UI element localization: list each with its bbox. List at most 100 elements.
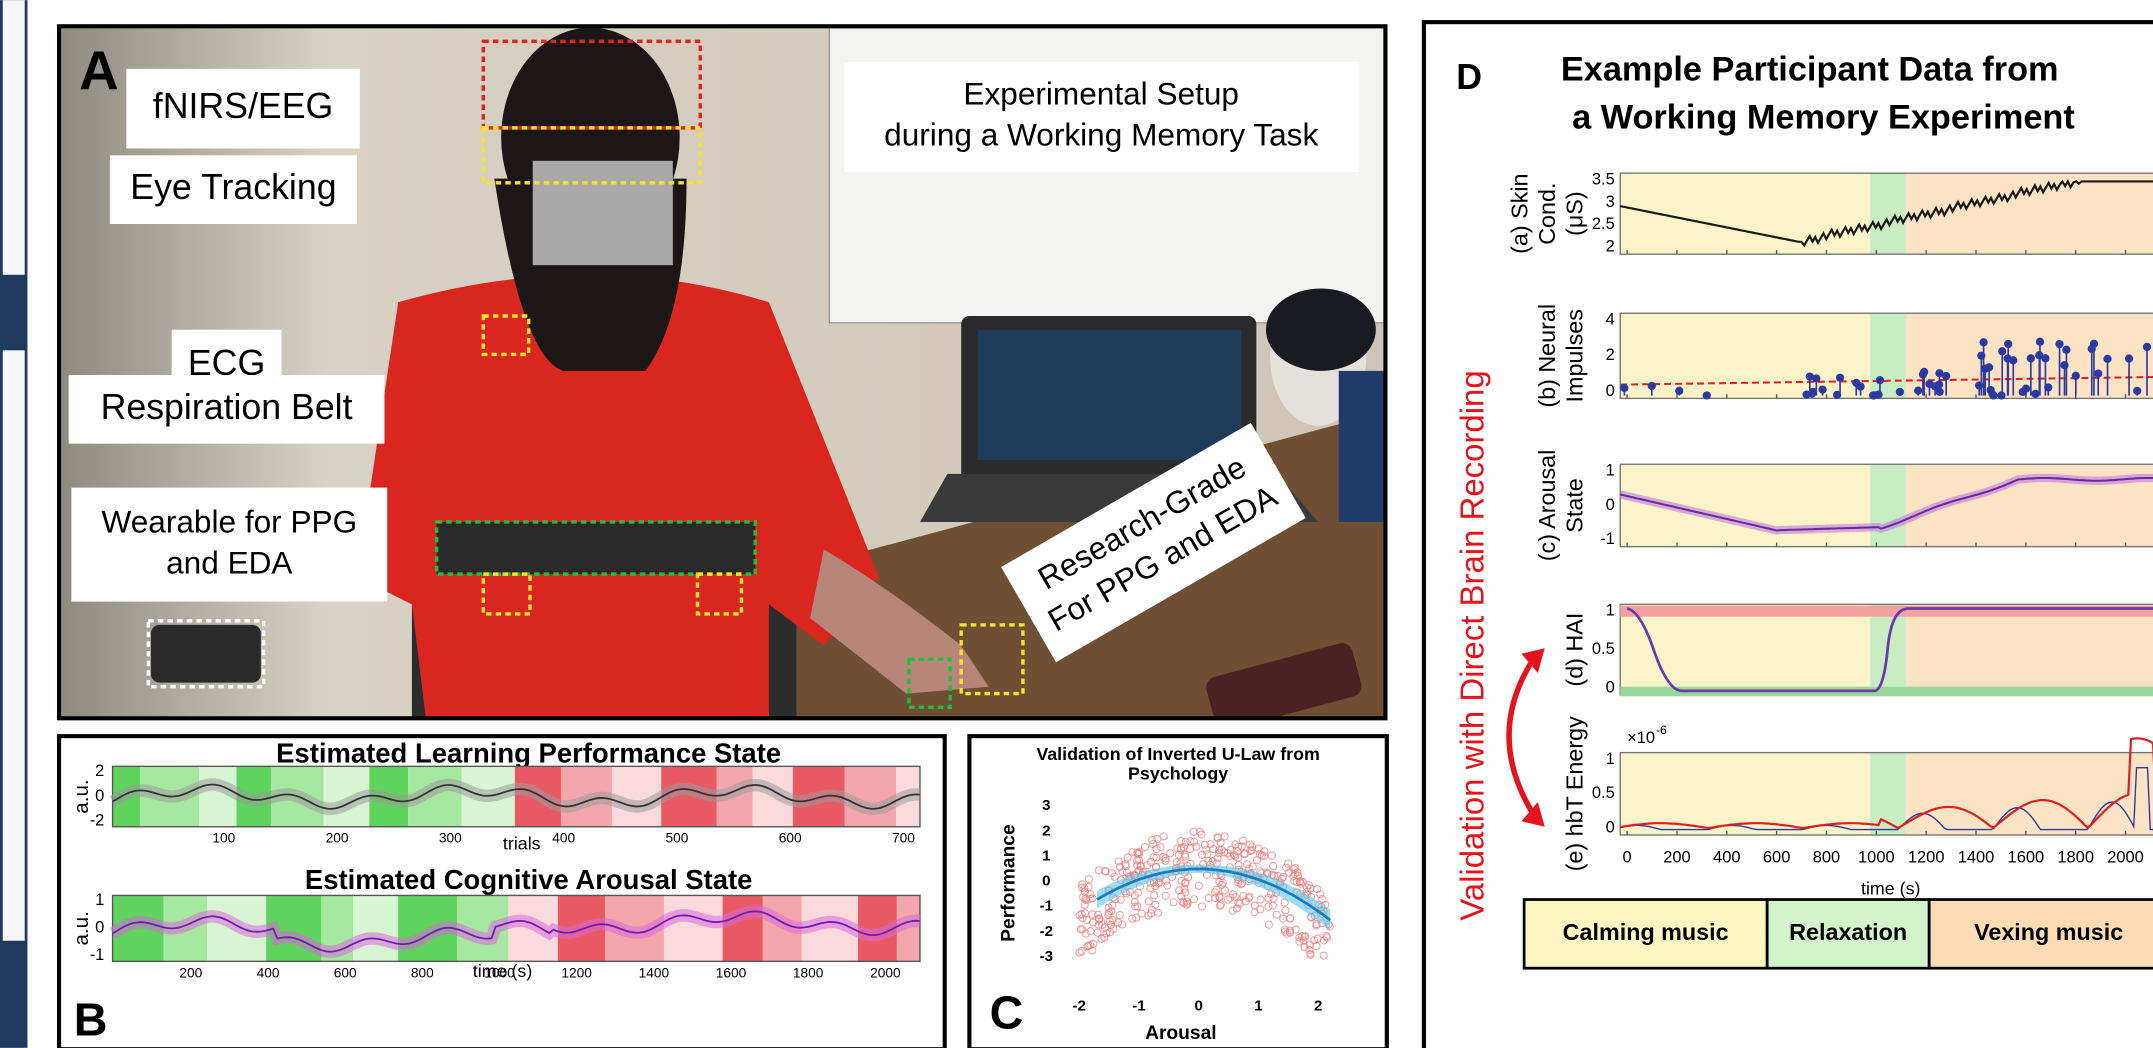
y-axis-label: Cond.	[1534, 183, 1560, 245]
phase-label: Calming music	[1563, 919, 1729, 945]
x-tick-label: 600	[779, 831, 802, 846]
impulse-head	[2055, 340, 2063, 348]
scatter-dot	[1270, 863, 1277, 870]
x-tick-label: 1200	[1908, 849, 1945, 867]
panel-letter: C	[990, 987, 1024, 1039]
y-tick-label: 2	[1042, 822, 1050, 839]
photo-label: Eye Tracking	[130, 167, 336, 207]
chart-title: a Working Memory Experiment	[1572, 99, 2075, 137]
scatter-dot	[1089, 911, 1096, 918]
x-tick-label: 1400	[639, 965, 670, 980]
y-tick-label: -2	[90, 812, 105, 830]
panel-letter: A	[79, 39, 119, 101]
arrow-head	[1521, 802, 1544, 827]
y-tick-label: 1	[95, 891, 104, 909]
impulse-head	[2009, 356, 2017, 364]
y-tick-label: -1	[1600, 530, 1615, 548]
state-band	[353, 895, 398, 961]
y-tick-label: 0	[1606, 818, 1615, 836]
x-tick-label: 1200	[561, 965, 592, 980]
x-tick-label: 1600	[716, 965, 747, 980]
photo-label: Experimental Setup	[963, 76, 1239, 112]
phase-label: Relaxation	[1789, 919, 1907, 945]
x-tick-label: 2	[1314, 998, 1322, 1015]
x-tick-label: 700	[892, 831, 915, 846]
y-axis-label: (d) HAI	[1561, 613, 1587, 687]
y-tick-label: 1	[1606, 602, 1615, 620]
y-tick-label: -3	[1040, 948, 1053, 965]
scatter-dot	[1162, 892, 1169, 899]
x-axis-label: trials	[503, 833, 541, 853]
impulse-head	[2044, 383, 2052, 391]
impulse-head	[2060, 361, 2068, 369]
scatter-dot	[1157, 844, 1164, 851]
impulse-head	[1998, 347, 2006, 355]
y-tick-label: 2.5	[1592, 215, 1615, 233]
impulse-head	[2019, 388, 2027, 396]
impulse-head	[1987, 386, 1995, 394]
x-tick-label: 200	[1663, 849, 1690, 867]
scatter-dot	[1151, 892, 1158, 899]
x-tick-label: 0	[1623, 849, 1632, 867]
chart-title: Validation of Inverted U-Law from	[1036, 744, 1320, 764]
phase-bg	[1870, 173, 1906, 254]
x-tick-label: 300	[439, 831, 462, 846]
impulse-head	[2090, 340, 2098, 348]
x-tick-label: -1	[1132, 998, 1145, 1015]
y-tick-label: 3	[1606, 193, 1615, 211]
phase-bg	[1620, 604, 1870, 695]
impulse-head	[2062, 346, 2070, 354]
panel-letter: D	[1456, 57, 1482, 97]
photo-label: fNIRS/EEG	[153, 86, 333, 126]
page: Figure { "panel_a": { "letter": "A", "la…	[0, 0, 2153, 1048]
y-tick-label: 1	[1606, 750, 1615, 768]
scatter-dot	[1164, 882, 1171, 889]
scatter-dot	[1265, 903, 1272, 910]
x-axis-label: time (s)	[1861, 879, 1920, 899]
x-tick-label: 1400	[1958, 849, 1995, 867]
y-axis-label: Impulses	[1561, 309, 1587, 402]
x-tick-label: 800	[411, 965, 434, 980]
x-tick-label: 200	[326, 831, 349, 846]
scatter-dot	[1273, 911, 1280, 918]
impulse-head	[1876, 376, 1884, 384]
y-tick-label: -1	[90, 946, 105, 964]
scatter-dot	[1269, 902, 1276, 909]
scatter-dot	[1257, 896, 1264, 903]
scatter-dot	[1195, 882, 1202, 889]
impulse-head	[1675, 387, 1683, 395]
impulse-head	[2133, 387, 2141, 395]
x-tick-label: 1	[1254, 998, 1262, 1015]
subplot-title: Estimated Cognitive Arousal State	[305, 864, 752, 895]
x-tick-label: 100	[212, 831, 235, 846]
x-tick-label: 600	[334, 965, 357, 980]
y-axis-label: a.u.	[70, 779, 93, 813]
y-tick-label: 0	[95, 919, 104, 937]
y-tick-label: 0	[1606, 382, 1615, 400]
impulse-head	[2143, 343, 2151, 351]
x-tick-label: 400	[257, 965, 280, 980]
impulse-head	[1802, 390, 1810, 398]
y-tick-label: 1	[1042, 847, 1050, 864]
impulse-head	[1919, 370, 1927, 378]
exponent: -6	[1656, 723, 1667, 737]
impulse-head	[1648, 382, 1656, 390]
impulse-head	[2125, 354, 2133, 362]
impulse-head	[1979, 338, 1987, 346]
body: AfNIRS/EEGEye TrackingECGRespiration Bel…	[0, 0, 2153, 1048]
phase-bg	[1620, 313, 1870, 398]
side-strip	[3, 350, 25, 940]
scatter-dot	[1282, 907, 1289, 914]
y-axis-label: a.u.	[70, 911, 93, 945]
y-tick-label: 2	[1606, 346, 1615, 364]
y-axis-label: (c) Arousal	[1534, 450, 1560, 562]
scatter-dot	[1221, 833, 1228, 840]
scatter-dot	[1190, 896, 1197, 903]
y-tick-label: 1	[1606, 461, 1615, 479]
phase-bg	[1870, 464, 1906, 546]
photo-label: Wearable for PPG	[101, 503, 357, 539]
impulse-head	[2103, 355, 2111, 363]
side-label: Validation with Direct Brain Recording	[1453, 370, 1490, 920]
y-axis-label: (μS)	[1561, 191, 1587, 236]
impulse-head	[2036, 338, 2044, 346]
